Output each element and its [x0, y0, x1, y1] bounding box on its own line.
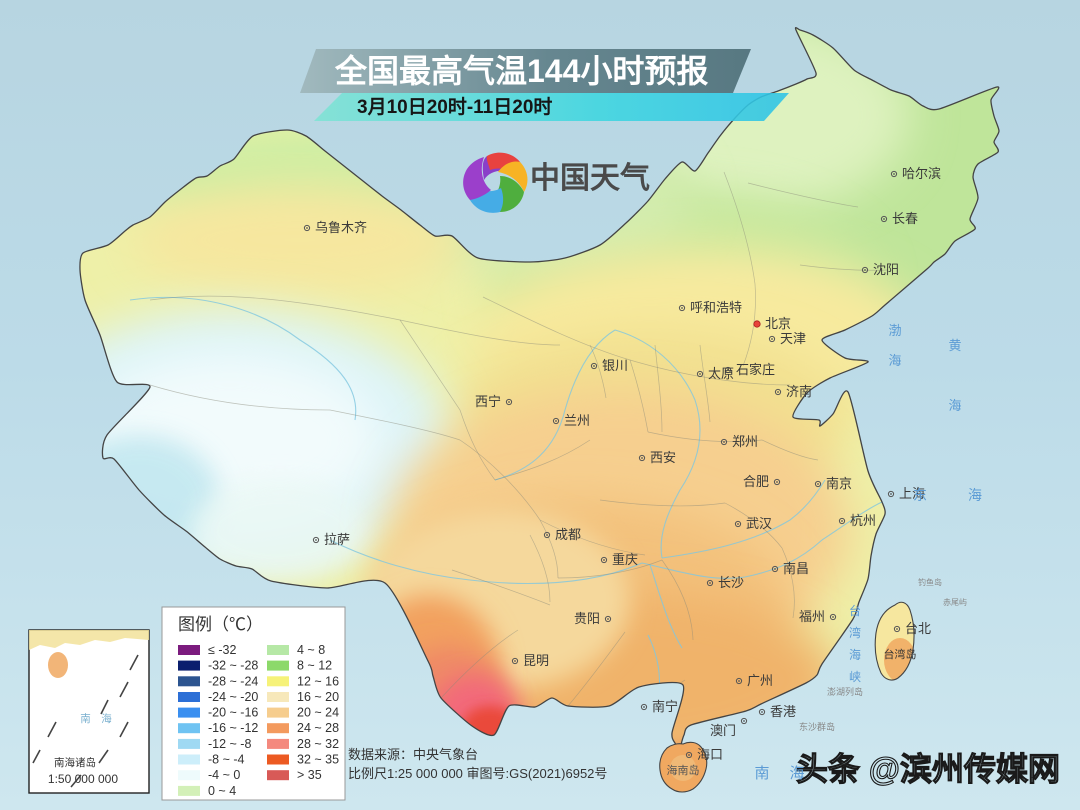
- svg-text:贵阳: 贵阳: [574, 611, 600, 626]
- svg-text:西宁: 西宁: [475, 394, 501, 409]
- svg-text:呼和浩特: 呼和浩特: [690, 300, 742, 315]
- svg-text:南京: 南京: [826, 476, 852, 491]
- svg-text:澳门: 澳门: [710, 723, 736, 738]
- svg-text:哈尔滨: 哈尔滨: [902, 166, 941, 181]
- svg-text:济南: 济南: [786, 384, 812, 399]
- svg-text:银川: 银川: [602, 358, 628, 373]
- svg-text:海口: 海口: [697, 747, 723, 762]
- svg-text:昆明: 昆明: [523, 653, 549, 668]
- svg-text:杭州: 杭州: [850, 513, 876, 528]
- svg-text:长沙: 长沙: [718, 575, 744, 590]
- svg-text:郑州: 郑州: [732, 434, 758, 449]
- svg-text:上海: 上海: [899, 486, 925, 501]
- svg-text:成都: 成都: [555, 527, 581, 542]
- svg-text:天津: 天津: [780, 331, 806, 346]
- svg-text:南宁: 南宁: [652, 699, 678, 714]
- svg-text:广州: 广州: [747, 673, 773, 688]
- svg-text:长春: 长春: [892, 211, 918, 226]
- svg-text:乌鲁木齐: 乌鲁木齐: [315, 220, 367, 235]
- svg-text:南昌: 南昌: [783, 561, 809, 576]
- svg-text:香港: 香港: [770, 704, 796, 719]
- svg-text:石家庄: 石家庄: [736, 362, 775, 377]
- svg-text:合肥: 合肥: [743, 474, 769, 489]
- svg-text:太原: 太原: [708, 366, 734, 381]
- svg-text:拉萨: 拉萨: [324, 532, 350, 547]
- svg-text:沈阳: 沈阳: [873, 262, 899, 277]
- svg-text:西安: 西安: [650, 450, 676, 465]
- svg-text:福州: 福州: [799, 609, 825, 624]
- svg-text:北京: 北京: [765, 316, 791, 331]
- svg-text:重庆: 重庆: [612, 552, 638, 567]
- svg-text:武汉: 武汉: [746, 516, 772, 531]
- svg-text:台北: 台北: [905, 621, 931, 636]
- svg-text:兰州: 兰州: [564, 413, 590, 428]
